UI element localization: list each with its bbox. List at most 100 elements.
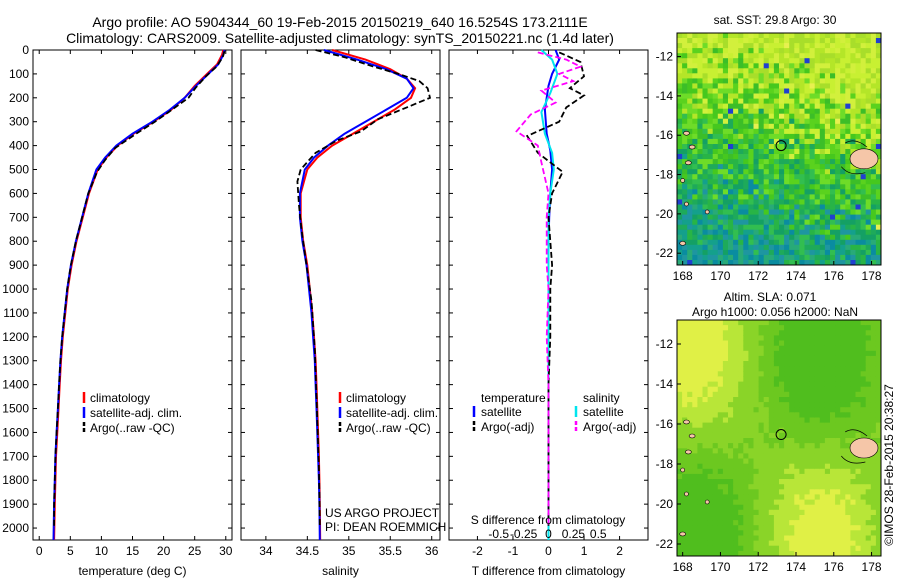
map-cell [789, 535, 795, 542]
map-cell [758, 133, 765, 140]
map-cell [799, 58, 806, 64]
map-cell [784, 194, 790, 200]
map-cell [804, 484, 811, 490]
map-cell [768, 325, 775, 331]
map-cell [804, 376, 811, 383]
map-cell [768, 453, 775, 460]
map-cell [722, 545, 729, 552]
map-cell [712, 78, 719, 84]
map-cell [870, 234, 877, 241]
map-cell [794, 381, 800, 388]
map-cell [845, 361, 851, 367]
map-cell [789, 402, 795, 408]
map-cell [840, 443, 846, 449]
map-cell [728, 345, 734, 352]
map-cell [875, 93, 881, 100]
map-cell [733, 229, 739, 236]
map-cell [804, 407, 811, 413]
map-cell [865, 397, 872, 403]
map-cell [707, 58, 714, 64]
map-cell [799, 484, 806, 490]
map-cell [682, 164, 688, 170]
map-cell [712, 159, 719, 165]
map-cell [840, 149, 846, 155]
map-cell [773, 402, 780, 408]
map-cell [835, 43, 841, 49]
map-cell [677, 407, 683, 413]
map-cell [814, 179, 821, 185]
map-cell [717, 397, 724, 403]
map-cell [855, 473, 862, 480]
map-cell [712, 244, 719, 251]
y-tick-label: 1300 [2, 354, 29, 368]
map-cell [738, 179, 744, 185]
map-cell [819, 33, 826, 39]
map-cell [702, 239, 709, 246]
map-cell [717, 366, 724, 372]
map-cell [819, 422, 826, 429]
map-cell [717, 194, 724, 200]
map-cell [840, 458, 846, 465]
map-cell [712, 209, 719, 216]
map-cell [758, 525, 765, 531]
map-cell [717, 63, 724, 69]
map-cell [789, 438, 795, 444]
map-cell [728, 214, 734, 221]
map-cell [784, 484, 790, 490]
map-cell [779, 204, 785, 211]
map-cell [758, 138, 765, 145]
map-cell [799, 320, 806, 326]
map-cell [860, 33, 867, 39]
map-cell [738, 361, 744, 367]
map-cell [794, 254, 800, 261]
map-cell [773, 504, 780, 511]
map-cell [758, 458, 765, 465]
map-cell [733, 179, 739, 185]
map-cell [789, 453, 795, 460]
map-cell [824, 355, 831, 362]
map-cell [768, 244, 775, 251]
x-tick-label: 10 [95, 544, 109, 558]
map-cell [819, 417, 826, 424]
map-cell [809, 128, 816, 135]
map-cell [712, 254, 719, 261]
map-cell [870, 73, 877, 79]
map-cell [855, 194, 862, 200]
map-cell [758, 48, 765, 54]
map-cell [814, 381, 821, 388]
map-cell [702, 432, 709, 439]
island-shape [680, 467, 685, 473]
map-cell [870, 144, 877, 150]
map-cell [763, 254, 770, 261]
map-cell [840, 53, 846, 59]
map-cell [794, 325, 800, 331]
map-cell [743, 83, 749, 89]
map-cell [799, 438, 806, 444]
map-cell [733, 53, 739, 59]
map-cell [738, 58, 744, 64]
map-cell [860, 68, 867, 74]
map-cell [702, 88, 709, 95]
map-cell [768, 545, 775, 552]
map-cell [758, 239, 765, 246]
map-cell [789, 335, 795, 342]
map-cell [697, 366, 704, 372]
map-cell [697, 260, 704, 265]
map-cell [702, 133, 709, 140]
map-cell [677, 249, 683, 256]
map-cell [840, 335, 846, 342]
map-cell [875, 184, 881, 190]
map-cell [845, 407, 851, 413]
map-cell [855, 214, 862, 221]
map-cell [824, 515, 831, 521]
map-cell [875, 386, 881, 393]
map-cell [789, 254, 795, 261]
map-cell [702, 422, 709, 429]
map-cell [748, 209, 755, 216]
map-cell [768, 209, 775, 216]
map-cell [697, 448, 704, 454]
map-cell [728, 320, 734, 326]
map-cell [748, 407, 755, 413]
map-cell [865, 83, 872, 89]
map-cell [738, 229, 744, 236]
